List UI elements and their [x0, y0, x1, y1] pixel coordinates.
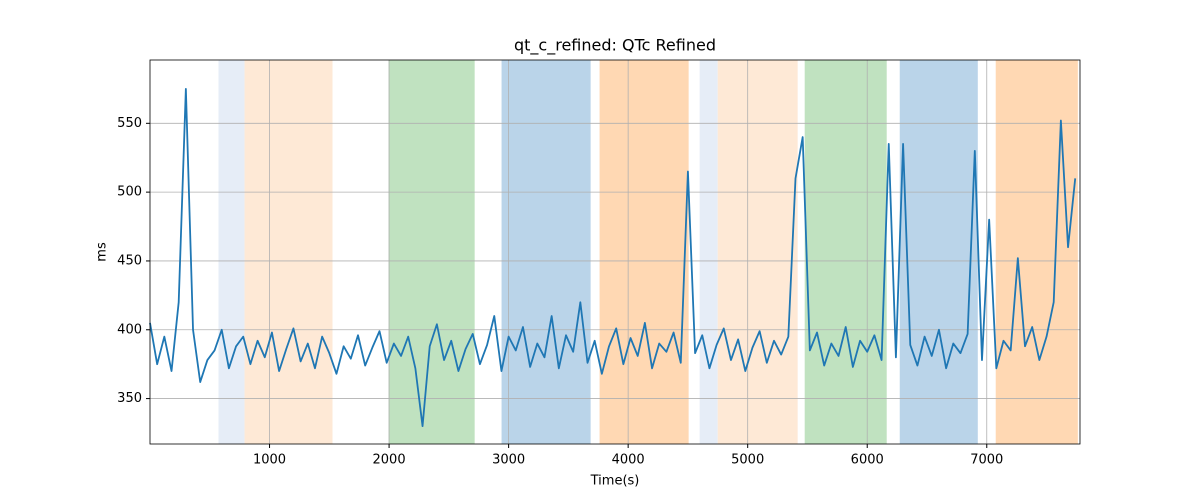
shaded-span	[899, 60, 978, 444]
data-line	[149, 88, 1077, 428]
shaded-span	[699, 60, 718, 444]
x-tick-label: 1000	[253, 453, 286, 468]
x-tick-label: 3000	[492, 453, 525, 468]
y-tick-label: 450	[117, 253, 142, 268]
shaded-span	[388, 60, 475, 444]
chart-title: qt_c_refined: QTc Refined	[514, 36, 716, 56]
x-axis-label: Time(s)	[590, 474, 640, 489]
x-tick-label: 2000	[373, 453, 406, 468]
y-tick-label: 550	[117, 116, 142, 131]
x-tick-label: 4000	[612, 453, 645, 468]
shaded-span	[717, 60, 798, 444]
shaded-span	[501, 60, 591, 444]
shaded-span	[244, 60, 333, 444]
x-tick-label: 5000	[731, 453, 764, 468]
plot-frame	[149, 59, 1081, 445]
shaded-span	[995, 60, 1078, 444]
shaded-span	[599, 60, 689, 444]
x-tick-label: 6000	[851, 453, 884, 468]
shaded-span	[804, 60, 887, 444]
shaded-span	[218, 60, 245, 444]
y-axis-label: ms	[95, 242, 110, 262]
x-tick-label: 7000	[970, 453, 1003, 468]
y-tick-label: 400	[117, 322, 142, 337]
y-tick-label: 350	[117, 391, 142, 406]
y-tick-label: 500	[117, 185, 142, 200]
